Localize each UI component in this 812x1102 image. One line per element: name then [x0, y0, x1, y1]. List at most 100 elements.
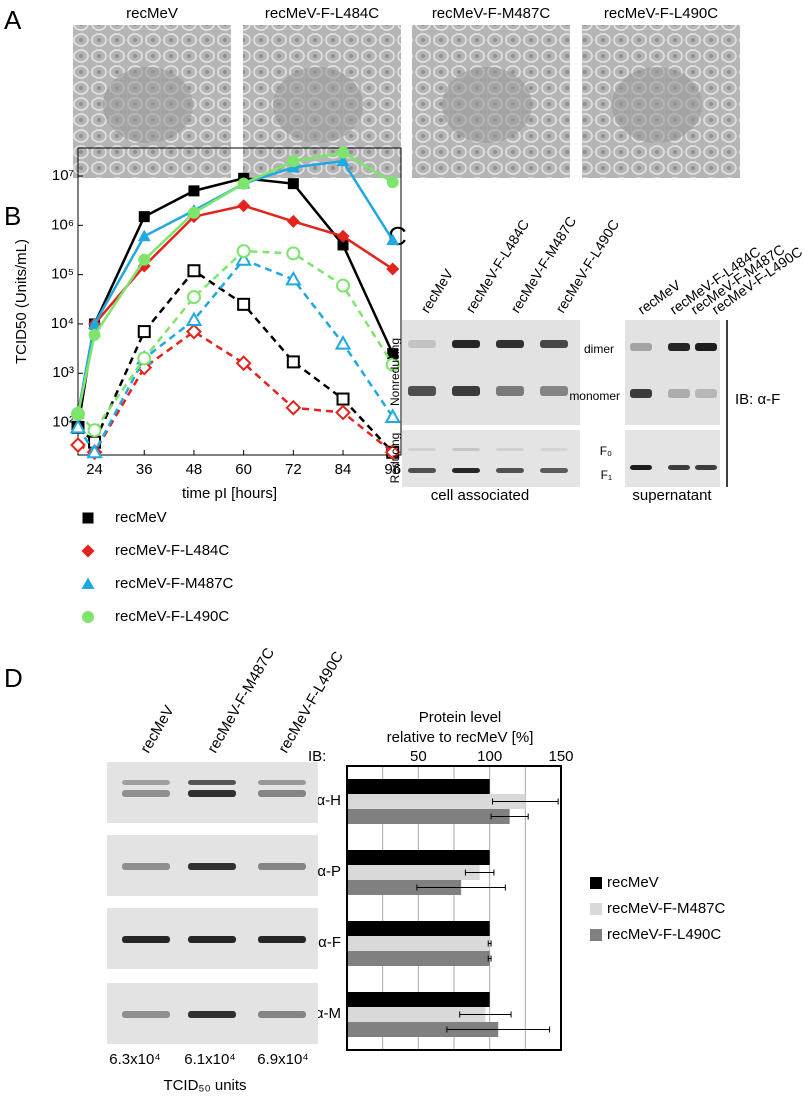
blot-band: [452, 468, 480, 473]
legend-marker: [81, 577, 95, 589]
marker: [70, 437, 86, 453]
blot-band: [408, 340, 436, 348]
blot-band: [408, 468, 436, 473]
error-bar: [446, 1026, 551, 1033]
x-tick-label: 60: [235, 461, 252, 478]
titer: 6.3x10⁴: [109, 1051, 160, 1068]
marker: [137, 351, 152, 366]
x-tick-label: 100: [477, 748, 502, 765]
marker: [336, 278, 351, 293]
marker: [186, 290, 201, 305]
line: [76, 204, 394, 415]
blot-band: [188, 936, 236, 943]
marker: [186, 323, 202, 340]
marker: [137, 229, 151, 242]
caption: TCID₅₀ units: [163, 1077, 246, 1094]
marker: [286, 214, 300, 228]
legend-label: recMeV-F-L490C: [115, 608, 229, 625]
lane-label: recMeV: [137, 703, 178, 756]
blot-band: [496, 340, 524, 348]
syncytium: [612, 67, 702, 143]
marker: [237, 177, 250, 190]
lane-label: recMeV-F-M487C: [204, 645, 278, 756]
blot-band: [122, 790, 170, 797]
blot-band: [668, 343, 690, 351]
blot: [625, 430, 720, 487]
x-tick-label: 48: [186, 461, 203, 478]
marker: [386, 262, 400, 276]
chart-title: Protein level: [419, 709, 502, 726]
marker: [137, 325, 151, 339]
band-label: dimer: [584, 342, 614, 356]
marker: [337, 239, 349, 251]
marker: [185, 311, 203, 327]
legend-label: recMeV: [115, 509, 167, 526]
blot-band: [695, 389, 717, 398]
titer: 6.9x10⁴: [257, 1051, 308, 1068]
ib-label: IB:: [308, 748, 326, 765]
bar: [347, 1022, 499, 1037]
marker: [86, 443, 103, 459]
lane-label: recMeV: [417, 266, 456, 316]
marker: [87, 423, 102, 438]
blot-band: [122, 863, 170, 870]
band-label: F₁: [601, 468, 612, 482]
blot-band: [258, 790, 306, 797]
legend-label: recMeV-F-L484C: [115, 542, 229, 559]
blot-band: [258, 863, 306, 870]
line: [76, 151, 394, 415]
error-bar: [416, 884, 506, 891]
bar: [347, 779, 490, 794]
legend-marker: [82, 512, 94, 524]
error-bar: [490, 813, 529, 820]
bar: [347, 809, 510, 824]
image-title: recMeV-F-L484C: [265, 5, 379, 22]
marker: [385, 357, 400, 372]
marker: [187, 264, 201, 278]
blot-band: [496, 386, 524, 396]
marker: [285, 399, 302, 416]
marker: [285, 270, 302, 286]
marker: [69, 418, 87, 434]
plot-frame: [346, 765, 562, 1051]
x-axis-title: time pI [hours]: [182, 485, 277, 502]
y-tick-label: 10²: [52, 414, 74, 431]
legend-marker: [82, 611, 94, 623]
blot-band: [188, 863, 236, 870]
blot-band: [122, 936, 170, 943]
blot-band: [695, 343, 717, 351]
syncytium: [103, 67, 193, 143]
blot-band: [540, 448, 568, 451]
marker: [188, 185, 200, 197]
blot-band: [452, 448, 480, 451]
marker: [337, 146, 350, 159]
marker: [286, 246, 301, 261]
bar: [347, 992, 490, 1007]
marker: [384, 444, 401, 461]
y-tick-label: 10⁴: [51, 315, 74, 332]
blot-band: [496, 448, 524, 451]
x-tick-label: 50: [410, 748, 427, 765]
marker: [287, 155, 300, 168]
blot-band: [496, 468, 524, 473]
bar: [347, 951, 490, 966]
legend-label: recMeV-F-M487C: [115, 575, 234, 592]
y-axis-title: TCID50 (Units/mL): [13, 239, 30, 364]
marker: [334, 335, 352, 350]
marker: [336, 229, 350, 243]
syncytium: [273, 67, 363, 143]
blot-band: [188, 780, 236, 785]
blot-band: [540, 468, 568, 473]
marker: [237, 297, 251, 311]
line: [76, 177, 394, 428]
x-tick-label: 72: [285, 461, 302, 478]
blot: [625, 320, 720, 425]
marker: [387, 348, 399, 360]
blot-band: [122, 780, 170, 785]
error-bar: [459, 1011, 512, 1018]
blot-band: [188, 1011, 236, 1018]
blot-band: [630, 389, 652, 398]
y-tick-label: 10⁷: [52, 167, 74, 184]
y-tick-label: 10⁵: [51, 266, 74, 283]
